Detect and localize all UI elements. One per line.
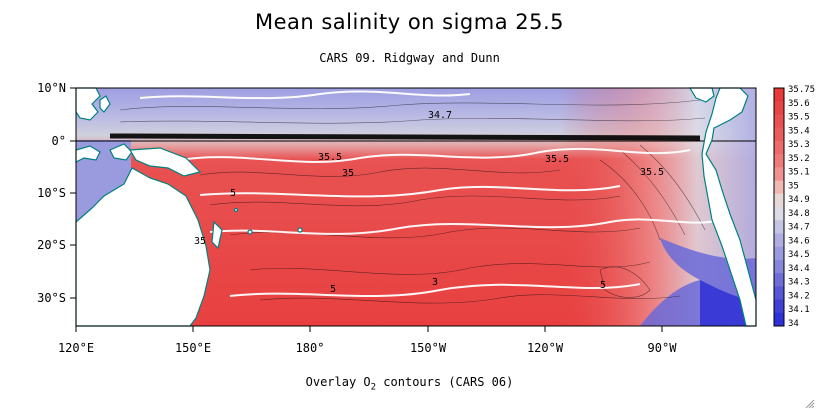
colorbar-swatch <box>774 220 784 234</box>
lat-tick-label: 10°S <box>37 186 66 200</box>
contour-label: 34.7 <box>428 110 452 121</box>
colorbar-swatch <box>774 246 784 261</box>
colorbar-label: 34.8 <box>788 209 810 219</box>
contour-label: 3 <box>432 277 438 288</box>
colorbar-swatch <box>774 101 784 115</box>
colorbar-label: 34.5 <box>788 250 810 260</box>
lon-tick-label: 180° <box>296 341 325 355</box>
lat-tick-label: 30°S <box>37 291 66 305</box>
contour-label: 35.5 <box>545 154 569 165</box>
land-masses <box>75 87 757 327</box>
colorbar-label: 34 <box>788 319 799 329</box>
caption-prefix: Overlay O <box>305 375 371 389</box>
colorbar-label: 34.1 <box>788 305 810 315</box>
colorbar-label: 35.75 <box>788 85 815 95</box>
lat-tick-label: 0° <box>52 134 66 148</box>
colorbar-swatch <box>774 193 784 208</box>
colorbar-swatch <box>774 259 784 274</box>
colorbar-swatch <box>774 312 784 327</box>
colorbar-label: 34.7 <box>788 223 810 233</box>
colorbar-swatch <box>774 273 784 287</box>
map-subtitle: CARS 09. Ridgway and Dunn <box>319 51 500 65</box>
contour-label: 35.5 <box>318 152 342 163</box>
colorbar-label: 35.3 <box>788 140 810 150</box>
colorbar: 35.75 35.6 35.5 35.4 35.3 35.2 35.1 35 34.9 34.8 3… <box>773 85 815 329</box>
plot-frame <box>75 87 757 327</box>
colorbar-swatch <box>774 233 784 248</box>
colorbar-label: 34.3 <box>788 278 810 288</box>
colorbar-swatch <box>774 286 784 301</box>
colorbar-label: 34.9 <box>788 195 810 205</box>
colorbar-swatch <box>774 140 784 155</box>
caption-suffix: contours (CARS 06) <box>376 375 514 389</box>
colorbar-label: 34.4 <box>788 264 810 274</box>
colorbar-swatch <box>774 127 784 142</box>
contour-label: 5 <box>330 284 336 295</box>
contour-labels: 34.7 35.5 35.5 35.5 35 5 5 3 35 5 <box>194 110 664 295</box>
colorbar-swatch <box>774 114 784 129</box>
contour-label: 5 <box>600 280 606 291</box>
lon-tick-label: 90°W <box>648 341 678 355</box>
colorbar-label: 34.2 <box>788 291 810 301</box>
resize-grip-icon[interactable] <box>805 399 815 409</box>
lon-tick-label: 150°W <box>410 341 447 355</box>
map-title: Mean salinity on sigma 25.5 <box>254 10 565 34</box>
colorbar-label: 35.2 <box>788 154 810 164</box>
latitude-axis: 10°N 0° 10°S 20°S 30°S <box>37 81 66 305</box>
contour-label: 35 <box>194 236 206 247</box>
colorbar-swatch <box>774 154 784 168</box>
contour-label: 35.5 <box>640 167 664 178</box>
map-caption: Overlay O2 contours (CARS 06) <box>0 375 819 392</box>
colorbar-swatch <box>774 167 784 182</box>
longitude-axis: 120°E 150°E 180° 150°W 120°W 90°W <box>58 341 677 355</box>
lat-tick-label: 10°N <box>37 81 66 95</box>
colorbar-swatch <box>774 88 784 102</box>
lon-tick-label: 120°W <box>527 341 564 355</box>
colorbar-label: 35.4 <box>788 126 810 136</box>
tick-marks <box>70 87 663 332</box>
colorbar-label: 35 <box>788 181 799 191</box>
lon-tick-label: 120°E <box>58 341 94 355</box>
lat-tick-label: 20°S <box>37 238 66 252</box>
colorbar-swatch <box>774 207 784 221</box>
colorbar-swatch <box>774 299 784 314</box>
caption-subscript: 2 <box>370 382 377 393</box>
colorbar-label: 34.6 <box>788 236 810 246</box>
lon-tick-label: 150°E <box>175 341 211 355</box>
contour-label: 35 <box>342 168 354 179</box>
colorbar-swatch <box>774 180 784 195</box>
colorbar-label: 35.6 <box>788 99 810 109</box>
colorbar-label: 35.1 <box>788 168 810 178</box>
contour-label: 5 <box>230 188 236 199</box>
colorbar-frame <box>773 87 785 327</box>
colorbar-label: 35.5 <box>788 113 810 123</box>
